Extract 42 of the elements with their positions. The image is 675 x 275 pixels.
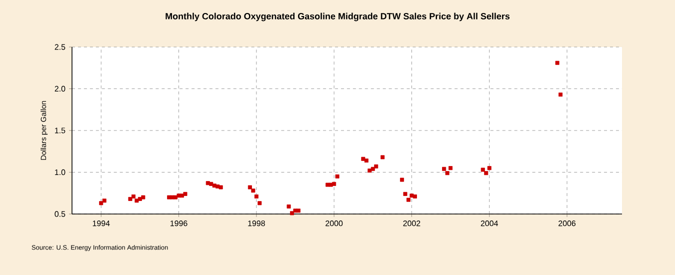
point	[412, 194, 417, 198]
point	[555, 60, 560, 65]
point	[484, 171, 488, 176]
point	[448, 166, 453, 170]
point	[251, 188, 256, 193]
point	[558, 92, 563, 97]
point	[174, 195, 178, 200]
point	[332, 182, 336, 186]
point	[480, 168, 485, 172]
point	[406, 198, 410, 202]
point	[361, 156, 366, 161]
point	[286, 204, 291, 208]
point	[410, 194, 414, 198]
point	[212, 184, 216, 188]
point	[128, 196, 132, 201]
point	[170, 195, 174, 200]
point	[335, 174, 340, 178]
point	[293, 208, 298, 213]
point	[131, 194, 136, 198]
point	[328, 182, 333, 187]
point	[368, 168, 372, 173]
point	[141, 195, 146, 200]
point	[102, 198, 106, 203]
point	[183, 192, 188, 196]
point	[403, 192, 408, 196]
point	[445, 171, 450, 176]
point	[290, 211, 294, 216]
point	[442, 166, 446, 171]
point	[218, 185, 223, 190]
point	[374, 164, 378, 168]
point	[487, 166, 492, 170]
point	[254, 194, 258, 198]
point	[99, 201, 104, 206]
point	[258, 201, 262, 206]
chart-title: Monthly Colorado Oxygenated Gasoline Midgrade DTW Sales Price by All Sellers	[166, 12, 510, 22]
point	[296, 208, 300, 213]
point	[248, 185, 252, 190]
point	[370, 166, 375, 171]
point	[134, 198, 139, 203]
point	[380, 155, 385, 160]
point	[400, 178, 404, 182]
point	[364, 158, 368, 163]
